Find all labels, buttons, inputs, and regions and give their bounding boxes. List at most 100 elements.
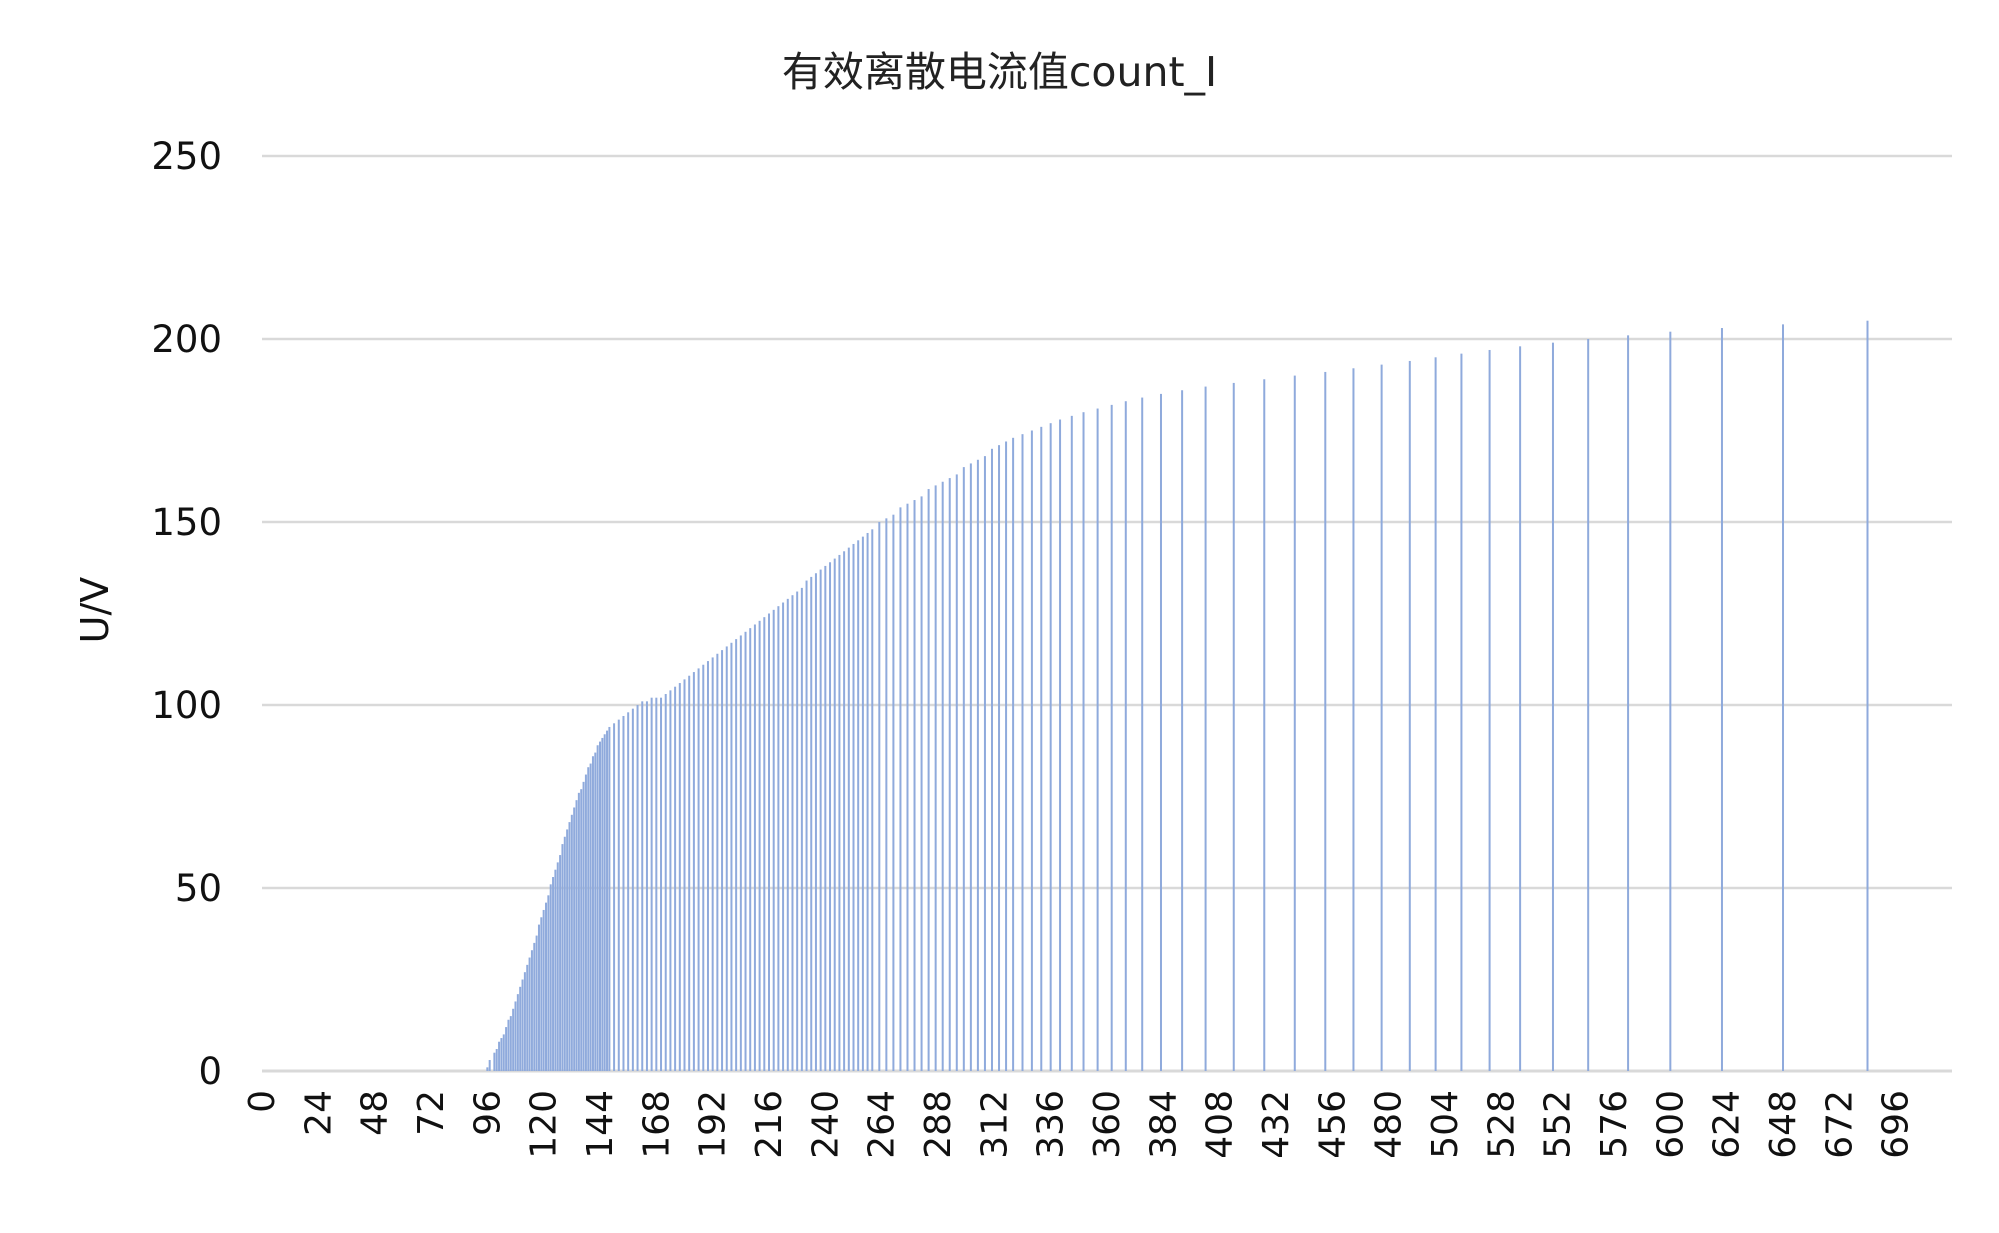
bar: [906, 503, 909, 1071]
bar: [725, 646, 728, 1071]
bar: [824, 565, 827, 1071]
bar: [805, 580, 808, 1071]
bars: [486, 320, 1869, 1072]
bar: [591, 756, 594, 1071]
bar: [1782, 324, 1784, 1071]
bar: [505, 1027, 508, 1071]
bar: [606, 730, 609, 1071]
bar: [955, 474, 958, 1071]
bar: [566, 829, 569, 1071]
bar: [976, 459, 979, 1071]
y-tick-labels: 0 50 100 150 200 250: [151, 135, 222, 1093]
y-tick-label: 50: [175, 867, 222, 910]
bar: [519, 986, 522, 1071]
bar: [753, 624, 756, 1071]
bar: [1070, 415, 1073, 1071]
bar: [913, 500, 916, 1071]
bar: [927, 489, 930, 1071]
bar: [1049, 423, 1052, 1071]
bar: [507, 1019, 510, 1071]
bar: [1460, 353, 1463, 1071]
bar: [885, 518, 888, 1071]
bar: [488, 1060, 491, 1071]
gridlines: [262, 154, 1952, 1073]
x-tick-label: 48: [355, 1090, 396, 1136]
bar: [1551, 342, 1554, 1071]
bar: [941, 481, 944, 1071]
bar: [1021, 434, 1024, 1071]
bar: [786, 598, 789, 1071]
x-tick-label: 72: [411, 1090, 452, 1136]
x-tick-label: 624: [1707, 1090, 1748, 1159]
x-tick-label: 480: [1369, 1090, 1410, 1159]
bar: [641, 701, 644, 1071]
bar: [575, 800, 578, 1071]
x-tick-label: 288: [918, 1090, 959, 1159]
bar: [655, 697, 658, 1071]
x-tick-label: 336: [1031, 1090, 1072, 1159]
bar: [577, 792, 580, 1071]
bar: [998, 445, 1001, 1071]
y-tick-label: 200: [151, 318, 222, 361]
x-tick-label: 192: [693, 1090, 734, 1159]
bar: [1096, 408, 1099, 1071]
x-tick-label: 240: [805, 1090, 846, 1159]
bar: [810, 576, 813, 1071]
x-tick-label: 648: [1763, 1090, 1804, 1159]
bar: [587, 767, 590, 1071]
x-tick-label: 120: [524, 1090, 565, 1159]
bar: [796, 591, 799, 1071]
x-tick-label: 456: [1312, 1090, 1353, 1159]
bar: [899, 507, 902, 1071]
bar: [521, 979, 524, 1071]
bar: [512, 1008, 515, 1071]
bar: [580, 789, 583, 1071]
bar: [556, 862, 559, 1071]
bar: [791, 595, 794, 1071]
bar: [730, 642, 733, 1071]
bar: [768, 613, 770, 1071]
bar: [1434, 357, 1437, 1071]
x-tick-label: 312: [974, 1090, 1015, 1159]
bar: [1866, 320, 1869, 1071]
bar: [711, 657, 714, 1071]
bar: [702, 664, 705, 1071]
x-tick-label: 0: [242, 1090, 283, 1113]
bar: [716, 653, 719, 1071]
bar: [631, 708, 634, 1071]
y-tick-label: 100: [151, 684, 222, 727]
bar: [596, 745, 599, 1071]
bar: [782, 602, 785, 1071]
bar: [833, 558, 836, 1071]
bar: [838, 554, 841, 1071]
bar: [509, 1016, 512, 1071]
bar: [1669, 331, 1672, 1071]
bar: [688, 675, 691, 1071]
x-tick-label: 216: [749, 1090, 790, 1159]
x-tick-label: 384: [1143, 1090, 1184, 1159]
bar: [1159, 393, 1162, 1071]
bar: [1519, 346, 1522, 1071]
bar: [516, 994, 519, 1071]
x-tick-label: 576: [1594, 1090, 1635, 1159]
bar: [758, 620, 761, 1071]
bar: [1110, 404, 1113, 1071]
bar: [990, 448, 993, 1071]
bar: [537, 924, 540, 1071]
bar: [1059, 419, 1062, 1071]
bar: [866, 532, 869, 1071]
bar: [772, 609, 775, 1071]
chart-title: 有效离散电流值count_I: [781, 48, 1218, 96]
bar: [777, 606, 780, 1071]
bar: [861, 536, 864, 1071]
bar: [608, 726, 611, 1071]
bar: [1627, 335, 1630, 1072]
bar: [819, 569, 822, 1071]
bar: [857, 540, 860, 1071]
bar: [645, 701, 648, 1071]
x-tick-label: 552: [1538, 1090, 1579, 1159]
bar: [502, 1034, 505, 1071]
bar: [589, 763, 592, 1071]
bar: [563, 836, 566, 1071]
